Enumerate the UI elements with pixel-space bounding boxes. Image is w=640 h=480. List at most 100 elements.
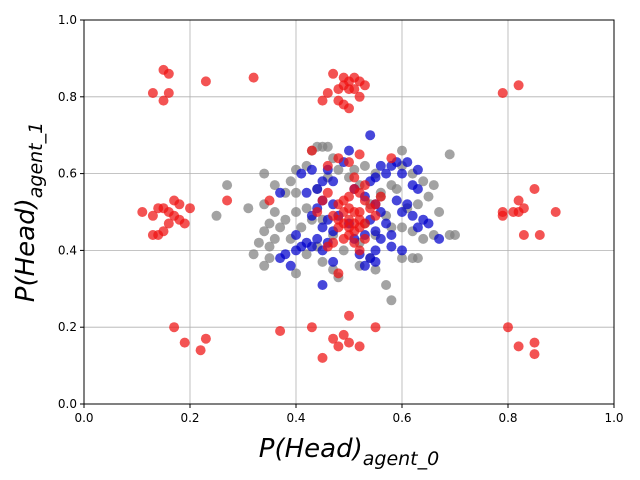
scatter-point xyxy=(412,253,423,264)
scatter-point xyxy=(434,233,445,244)
scatter-point xyxy=(338,329,349,340)
scatter-point xyxy=(402,157,413,168)
scatter-point xyxy=(153,230,164,240)
scatter-point xyxy=(322,241,333,252)
scatter-point xyxy=(322,141,333,152)
scatter-point xyxy=(264,218,275,229)
scatter-point xyxy=(370,256,381,267)
scatter-point xyxy=(391,184,402,194)
scatter-point xyxy=(418,233,429,244)
scatter-point xyxy=(147,210,158,221)
scatter-point xyxy=(391,195,402,206)
x-axis-label-main: P(Head) xyxy=(259,434,363,464)
scatter-point xyxy=(370,172,381,183)
scatter-point xyxy=(137,207,148,217)
scatter-point xyxy=(163,218,174,229)
scatter-point xyxy=(375,160,386,171)
scatter-point xyxy=(328,68,339,79)
scatter-point xyxy=(444,149,455,160)
y-tick-label: 0.4 xyxy=(58,243,77,257)
scatter-point xyxy=(397,245,407,256)
scatter-point xyxy=(333,341,344,352)
scatter-point xyxy=(306,241,317,252)
scatter-point xyxy=(269,180,280,191)
scatter-point xyxy=(259,260,270,271)
axis-ticks: 0.0 0.2 0.4 0.6 0.8 1.0 0.0 0.2 0.4 0.6 0.8 1.0 xyxy=(58,13,624,425)
scatter-point xyxy=(296,222,307,233)
scatter-point xyxy=(412,184,423,194)
scatter-point xyxy=(243,203,254,214)
scatter-point xyxy=(529,349,540,360)
scatter-point xyxy=(275,187,286,198)
scatter-point xyxy=(174,199,185,210)
y-axis-label-main: P(Head) xyxy=(11,198,41,302)
y-tick-label: 0.8 xyxy=(58,90,77,104)
scatter-point xyxy=(450,230,460,240)
scatter-point xyxy=(428,180,439,191)
scatter-point xyxy=(349,172,360,183)
scatter-point xyxy=(375,191,386,202)
scatter-point xyxy=(285,260,296,271)
scatter-point xyxy=(259,168,270,179)
scatter-point xyxy=(407,210,418,221)
plot-frame xyxy=(83,19,615,405)
scatter-point xyxy=(354,245,365,256)
scatter-point xyxy=(264,195,275,206)
y-axis-label: P(Head)agent_1 xyxy=(11,122,47,302)
scatter-point xyxy=(359,233,370,244)
scatter-point xyxy=(370,245,381,256)
scatter-point xyxy=(359,80,370,91)
scatter-point xyxy=(211,210,222,221)
scatter-point xyxy=(317,256,328,267)
scatter-point xyxy=(169,322,180,333)
scatter-point xyxy=(222,195,233,206)
scatter-point xyxy=(397,168,407,179)
scatter-point xyxy=(370,199,381,210)
scatter-point xyxy=(200,76,211,87)
scatter-point xyxy=(349,164,360,175)
scatter-point xyxy=(513,341,524,352)
scatter-point xyxy=(291,245,301,256)
scatter-point xyxy=(179,337,190,348)
x-tick-label: 1.0 xyxy=(604,411,623,425)
x-tick-label: 0.2 xyxy=(180,411,199,425)
scatter-point xyxy=(296,168,307,179)
scatter-point xyxy=(306,322,317,333)
y-tick-label: 0.6 xyxy=(58,167,77,181)
scatter-point xyxy=(359,260,370,271)
scatter-point xyxy=(253,237,264,248)
x-tick-label: 0.4 xyxy=(286,411,305,425)
scatter-point xyxy=(312,184,323,194)
scatter-point xyxy=(534,230,545,240)
scatter-point xyxy=(513,195,524,206)
scatter-point xyxy=(412,199,423,210)
scatter-point xyxy=(423,191,434,202)
scatter-point xyxy=(386,295,397,306)
scatter-point xyxy=(344,103,354,114)
scatter-point xyxy=(518,230,529,240)
scatter-point xyxy=(434,207,445,217)
scatter-point xyxy=(195,345,206,356)
scatter-point xyxy=(291,230,301,240)
scatter-point xyxy=(381,168,392,179)
scatter-point xyxy=(317,176,328,187)
scatter-point xyxy=(248,249,259,260)
scatter-point xyxy=(306,164,317,175)
scatter-points xyxy=(137,64,561,363)
scatter-point xyxy=(312,233,323,244)
scatter-point xyxy=(328,176,339,187)
scatter-point xyxy=(354,341,365,352)
scatter-point xyxy=(317,195,328,206)
scatter-point xyxy=(185,203,195,214)
scatter-point xyxy=(354,149,365,160)
scatter-point xyxy=(322,88,333,98)
scatter-point xyxy=(344,310,354,321)
scatter-point xyxy=(322,160,333,171)
scatter-point xyxy=(359,180,370,191)
scatter-point xyxy=(333,153,344,164)
scatter-point xyxy=(275,222,286,233)
scatter-point xyxy=(529,337,540,348)
scatter-point xyxy=(359,195,370,206)
scatter-point xyxy=(370,210,381,221)
scatter-point xyxy=(529,184,540,194)
